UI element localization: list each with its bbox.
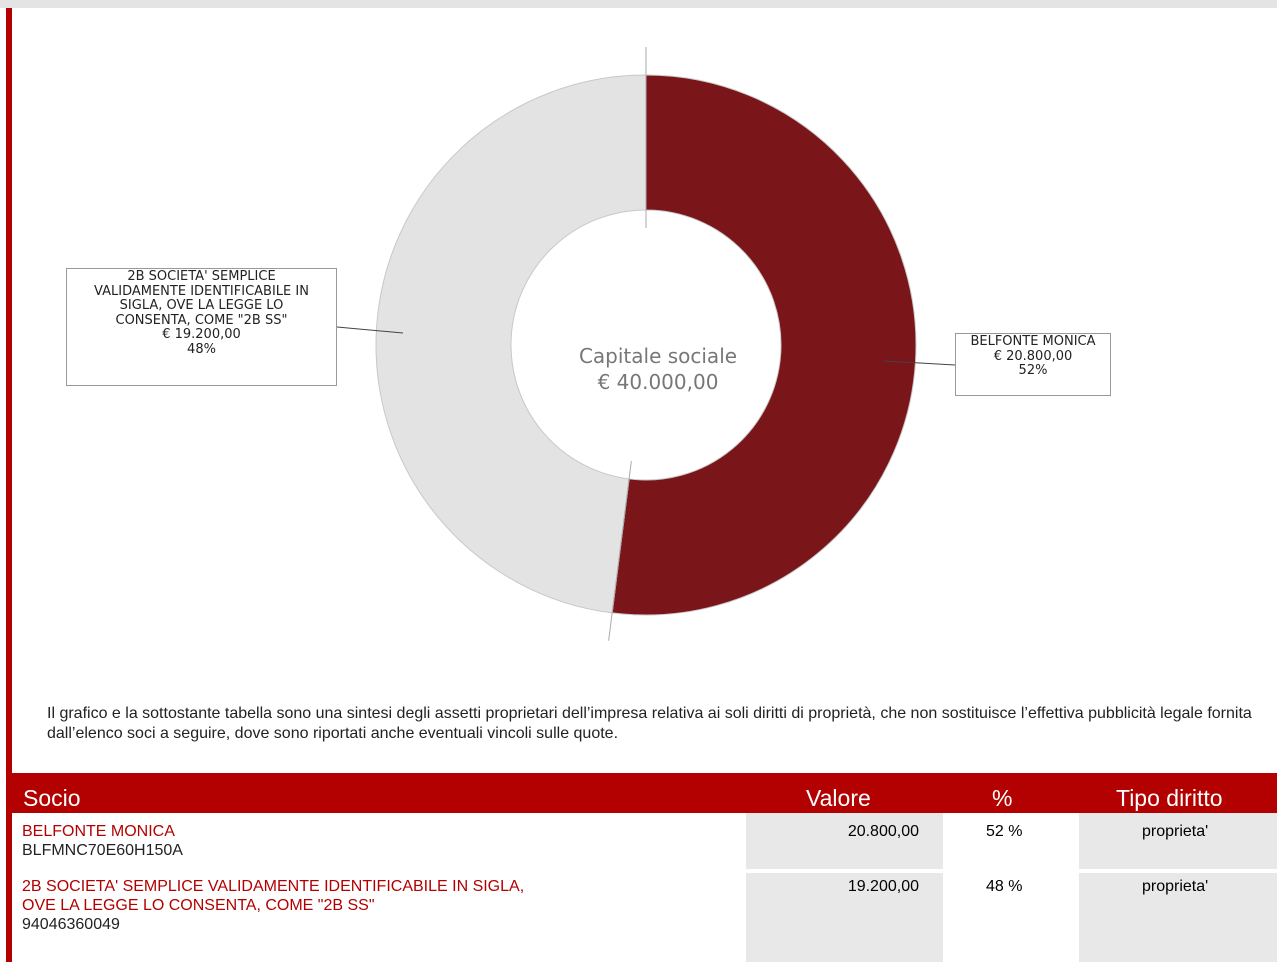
ownership-table: Socio Valore % Tipo diritto BELFONTE MON… [12, 773, 1277, 962]
leader-line-2b [336, 326, 404, 334]
donut-center-label: Capitale sociale € 40.000,00 [542, 343, 774, 395]
callout-2b-line1: 2B SOCIETA' SEMPLICE [127, 269, 276, 284]
header-tipo-diritto: Tipo diritto [1116, 785, 1223, 811]
socio-name[interactable]: BELFONTE MONICA [22, 823, 175, 840]
socio-code: BLFMNC70E60H150A [22, 842, 183, 859]
callout-belfonte: BELFONTE MONICA € 20.800,00 52% [955, 333, 1111, 396]
chart-area: Capitale sociale € 40.000,00 BELFONTE MO… [12, 22, 1277, 687]
slice-separator-line [608, 461, 632, 641]
socio-code: 94046360049 [22, 916, 120, 933]
center-label-value: € 40.000,00 [597, 370, 719, 394]
callout-2b-line4: CONSENTA, COME "2B SS" [115, 312, 288, 328]
callout-belfonte-name: BELFONTE MONICA [970, 334, 1096, 349]
cell-shade-tipo [1079, 873, 1277, 962]
header-valore: Valore [806, 785, 871, 811]
tipo-cell: proprieta' [1142, 823, 1209, 840]
valore-cell: 19.200,00 [847, 878, 919, 895]
cell-shade-valore [746, 813, 943, 869]
callout-2b-line3: SIGLA, OVE LA LEGGE LO [119, 298, 284, 313]
callout-2b-line2: VALIDAMENTE IDENTIFICABILE IN [94, 283, 309, 299]
tipo-cell: proprieta' [1142, 878, 1209, 895]
callout-2b: 2B SOCIETA' SEMPLICE VALIDAMENTE IDENTIF… [66, 268, 337, 386]
percent-cell: 52 % [986, 823, 1023, 840]
socio-name-line2[interactable]: OVE LA LEGGE LO CONSENTA, COME "2B SS" [22, 897, 375, 914]
leader-line-belfonte [883, 360, 956, 366]
table-row: BELFONTE MONICA BLFMNC70E60H150A 20.800,… [12, 813, 1277, 873]
valore-cell: 20.800,00 [847, 823, 919, 840]
header-socio: Socio [23, 785, 81, 811]
table-header: Socio Valore % Tipo diritto [12, 773, 1277, 813]
header-percent: % [992, 785, 1013, 811]
slice-2b [375, 74, 647, 614]
center-label-title: Capitale sociale [578, 344, 738, 368]
callout-2b-percent: 48% [187, 341, 216, 357]
left-accent-bar [6, 8, 12, 962]
socio-name-line1[interactable]: 2B SOCIETA' SEMPLICE VALIDAMENTE IDENTIF… [22, 878, 525, 895]
callout-belfonte-value: € 20.800,00 [993, 348, 1073, 364]
table-row: 2B SOCIETA' SEMPLICE VALIDAMENTE IDENTIF… [12, 873, 1277, 962]
callout-belfonte-percent: 52% [1018, 363, 1048, 378]
cell-shade-valore [746, 873, 943, 962]
percent-cell: 48 % [986, 878, 1023, 895]
socio-cell: BELFONTE MONICA BLFMNC70E60H150A [22, 822, 183, 860]
top-bar [0, 0, 1277, 8]
cell-shade-tipo [1079, 813, 1277, 869]
callout-2b-value: € 19.200,00 [162, 327, 241, 342]
donut-chart [336, 47, 956, 641]
socio-cell: 2B SOCIETA' SEMPLICE VALIDAMENTE IDENTIF… [22, 877, 524, 934]
disclaimer-note: Il grafico e la sottostante tabella sono… [47, 705, 1252, 742]
slice-belfonte [611, 74, 917, 616]
